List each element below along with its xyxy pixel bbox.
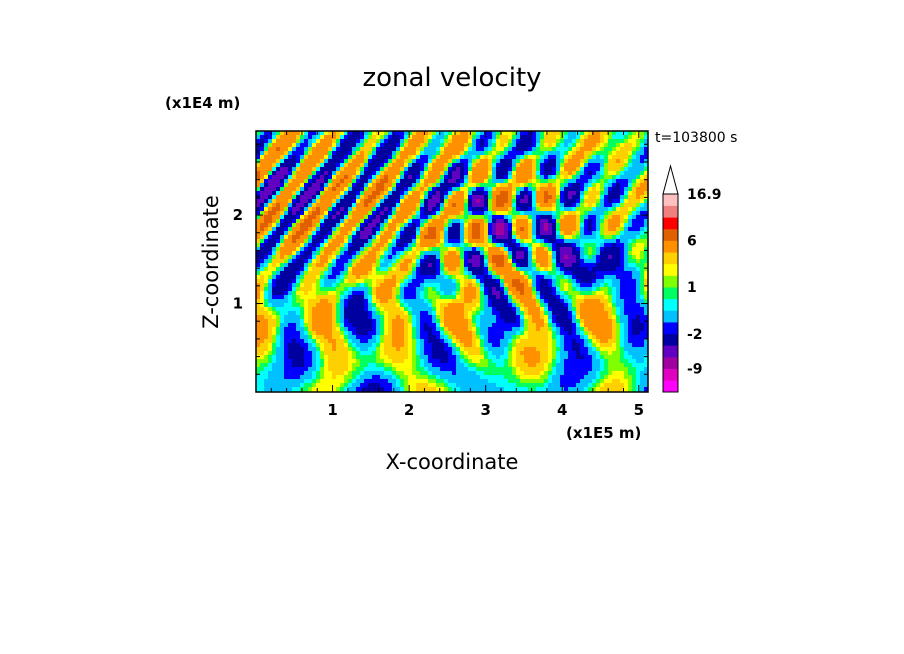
y-axis-label: Z-coordinate: [199, 195, 223, 329]
colorbar-swatch: [663, 322, 678, 335]
x-tick-label: 1: [327, 401, 337, 419]
colorbar-swatch: [663, 240, 678, 253]
x-tick-label: 5: [634, 401, 644, 419]
y-tick-label: 2: [233, 206, 243, 224]
colorbar-tick-label: -9: [687, 362, 703, 378]
colorbar-tick-label: 1: [687, 280, 697, 296]
x-axis-label: X-coordinate: [386, 450, 519, 474]
colorbar-swatch: [663, 217, 678, 230]
colorbar-swatch: [663, 333, 678, 346]
colorbar-swatch: [663, 310, 678, 323]
colorbar-swatch: [663, 275, 678, 288]
x-tick-label: 4: [557, 401, 567, 419]
colorbar-extend-arrow: [662, 164, 679, 195]
colorbar-swatch: [663, 345, 678, 358]
colorbar-swatch: [663, 357, 678, 370]
y-axis: 12: [233, 143, 648, 375]
colorbar-swatch: [663, 368, 678, 381]
chart-title: zonal velocity: [362, 63, 541, 93]
colorbar-swatch: [663, 298, 678, 311]
colorbar-tick-label: 16.9: [687, 187, 722, 203]
y-unit-label: (x1E4 m): [165, 94, 240, 112]
colorbar-tick-label: -2: [687, 327, 703, 343]
colorbar-swatch: [663, 252, 678, 265]
colorbar-tick-label: 6: [687, 234, 697, 250]
x-tick-label: 3: [480, 401, 490, 419]
plot-area: [255, 130, 649, 393]
contour-field: [256, 131, 649, 393]
colorbar-swatch: [663, 287, 678, 300]
colorbar-swatch: [663, 380, 678, 393]
colorbar-swatch: [663, 194, 678, 206]
colorbar: 16.9 6 1 -2 -9: [662, 164, 722, 393]
x-unit-label: (x1E5 m): [566, 424, 641, 442]
y-tick-label: 1: [233, 295, 243, 313]
colorbar-swatch: [663, 205, 678, 218]
colorbar-swatch: [663, 228, 678, 241]
plot-frame: [255, 130, 649, 393]
colorbar-swatch: [663, 263, 678, 276]
time-label: t=103800 s: [655, 130, 737, 146]
x-tick-label: 2: [404, 401, 414, 419]
x-axis: 1 2 3 4 5: [270, 131, 644, 419]
